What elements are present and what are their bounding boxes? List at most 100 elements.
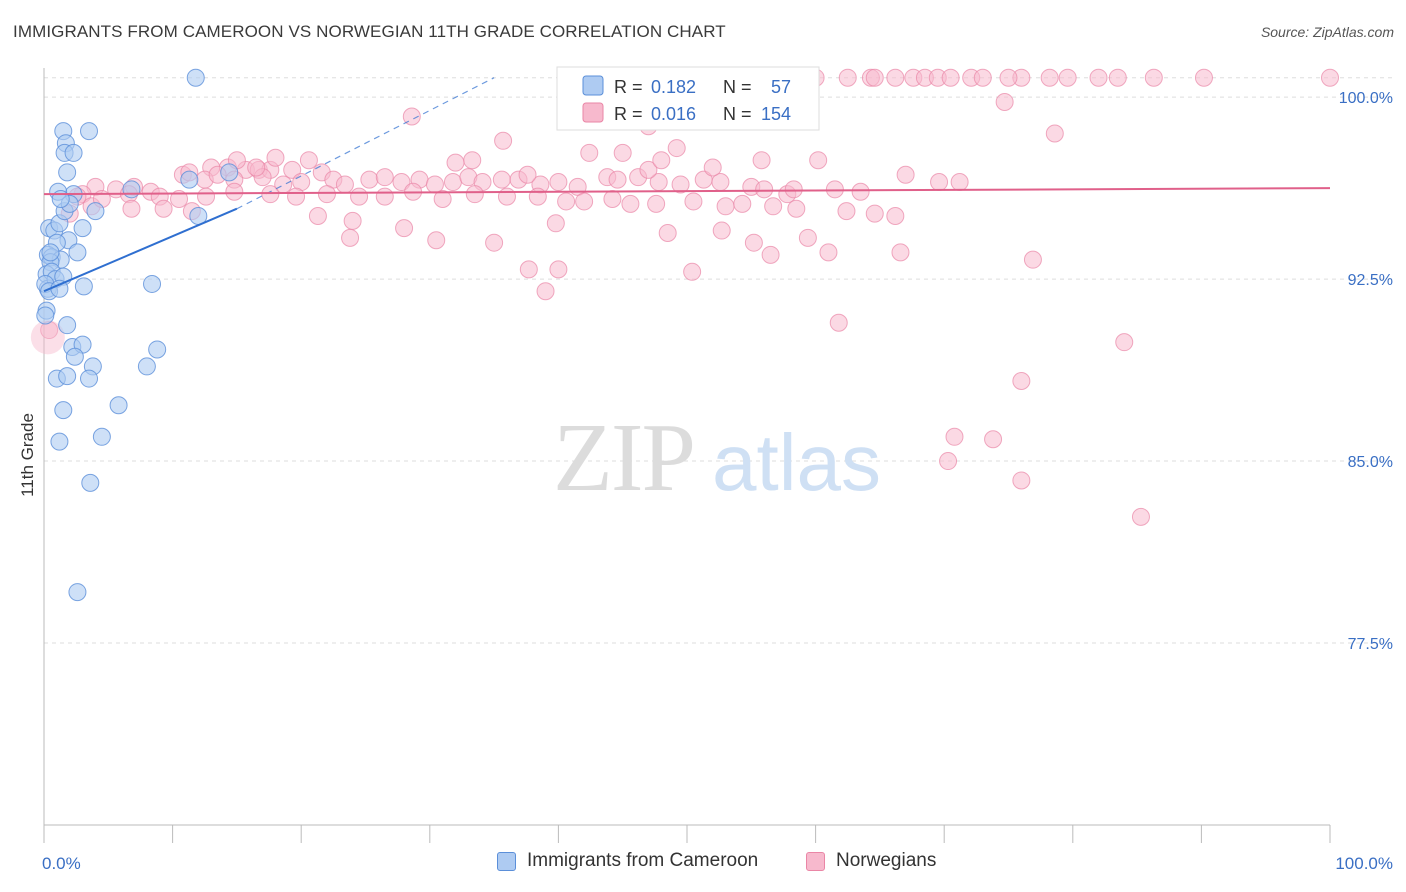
y-tick-label-3: 100.0% bbox=[1339, 90, 1393, 107]
norwegians-point bbox=[703, 158, 722, 177]
norwegians-point bbox=[443, 173, 462, 192]
norwegians-point bbox=[851, 182, 870, 201]
norwegians-point bbox=[170, 190, 189, 209]
norwegians-point bbox=[1108, 68, 1127, 87]
norwegians-point bbox=[465, 185, 484, 204]
norwegians-point bbox=[494, 131, 513, 150]
norwegians-point bbox=[427, 231, 446, 250]
legend-label-norwegians: Norwegians bbox=[836, 850, 937, 871]
norwegians-point bbox=[865, 68, 884, 87]
norwegians-point bbox=[1194, 68, 1213, 87]
cameroon-trend-line bbox=[43, 207, 238, 293]
norwegians-point bbox=[784, 180, 803, 199]
legend-swatch-blue bbox=[582, 75, 604, 96]
cameroon-point bbox=[220, 163, 239, 182]
cameroon-point bbox=[68, 583, 87, 602]
norwegians-point bbox=[1023, 250, 1042, 269]
norwegians-point bbox=[639, 160, 658, 179]
norwegians-point bbox=[621, 194, 640, 213]
x-tick-label-1: 100.0% bbox=[1335, 854, 1393, 873]
norwegians-point bbox=[497, 187, 516, 206]
norwegians-point bbox=[375, 168, 394, 187]
norwegians-point bbox=[950, 173, 969, 192]
norwegians-point bbox=[1045, 124, 1064, 143]
cameroon-point bbox=[50, 432, 69, 451]
stats-legend: R = 0.182 N = 57 R = 0.016 N = 154 bbox=[556, 66, 820, 131]
legend-swatch-norwegians bbox=[806, 851, 825, 871]
norwegians-point bbox=[335, 175, 354, 194]
cameroon-point bbox=[36, 306, 55, 325]
cameroon-point bbox=[137, 357, 156, 376]
cameroon-point bbox=[41, 243, 60, 262]
cameroon-point bbox=[58, 163, 77, 182]
norwegians-point bbox=[546, 214, 565, 233]
legend-n-label-2: N = bbox=[723, 104, 752, 124]
norwegians-point bbox=[809, 151, 828, 170]
norwegians-point bbox=[716, 197, 735, 216]
legend-n-label-1: N = bbox=[723, 77, 752, 97]
norwegians-point bbox=[519, 260, 538, 279]
y-tick-labels: 77.5% 85.0% 92.5% 100.0% bbox=[1339, 90, 1393, 653]
legend-item-norwegians: Norwegians bbox=[806, 850, 936, 872]
norwegians-point bbox=[755, 180, 774, 199]
norwegians-point bbox=[463, 151, 482, 170]
norwegians-point bbox=[308, 207, 327, 226]
cameroon-point bbox=[58, 316, 77, 335]
watermark-atlas: atlas bbox=[712, 418, 881, 507]
norwegians-point bbox=[761, 245, 780, 264]
cameroon-point bbox=[73, 219, 92, 238]
norwegians-point bbox=[752, 151, 771, 170]
cameroon-series bbox=[36, 68, 239, 602]
norwegians-point bbox=[613, 143, 632, 162]
norwegians-point bbox=[395, 219, 414, 238]
x-tick-label-0: 0.0% bbox=[42, 854, 81, 873]
watermark: ZIP atlas bbox=[553, 404, 881, 512]
legend-n-value-2: 154 bbox=[761, 104, 791, 124]
norwegians-point bbox=[865, 204, 884, 223]
y-axis-title: 11th Grade bbox=[18, 413, 37, 497]
legend-r-label-1: R = bbox=[614, 77, 643, 97]
norwegians-point bbox=[343, 211, 362, 230]
bottom-legend: Immigrants from Cameroon Norwegians bbox=[0, 850, 1406, 878]
y-tick-label-1: 85.0% bbox=[1348, 454, 1393, 471]
norwegians-point bbox=[549, 260, 568, 279]
norwegians-point bbox=[652, 151, 671, 170]
norwegians-point bbox=[575, 192, 594, 211]
norwegians-point bbox=[549, 173, 568, 192]
norwegians-point bbox=[667, 139, 686, 158]
norwegians-point bbox=[891, 243, 910, 262]
norwegians-point bbox=[886, 207, 905, 226]
cameroon-point bbox=[122, 180, 141, 199]
norwegians-point bbox=[930, 173, 949, 192]
cameroon-point bbox=[80, 122, 99, 141]
legend-r-label-2: R = bbox=[614, 104, 643, 124]
norwegians-point bbox=[392, 173, 411, 192]
cameroon-point bbox=[92, 427, 111, 446]
norwegians-point bbox=[684, 192, 703, 211]
y-tick-label-2: 92.5% bbox=[1348, 272, 1393, 289]
norwegians-point bbox=[261, 185, 280, 204]
legend-swatch-cameroon bbox=[497, 851, 516, 871]
norwegians-series bbox=[30, 68, 1339, 526]
cameroon-point bbox=[109, 396, 128, 415]
cameroon-point bbox=[74, 277, 93, 296]
trend-lines bbox=[43, 77, 1331, 293]
norwegians-point bbox=[1321, 68, 1339, 87]
norwegians-point bbox=[945, 427, 964, 446]
norwegians-point bbox=[247, 158, 266, 177]
norwegians-point bbox=[603, 190, 622, 209]
norwegians-point bbox=[360, 170, 379, 189]
norwegians-point bbox=[580, 143, 599, 162]
norwegians-point bbox=[658, 223, 677, 242]
watermark-zip: ZIP bbox=[553, 404, 694, 512]
norwegians-point bbox=[122, 199, 141, 218]
cameroon-point bbox=[58, 367, 77, 386]
norwegians-point bbox=[1144, 68, 1163, 87]
cameroon-trend-extension bbox=[236, 77, 495, 210]
norwegians-point bbox=[939, 452, 958, 471]
norwegians-point bbox=[984, 430, 1003, 449]
norwegians-point bbox=[528, 187, 547, 206]
norwegians-point bbox=[492, 170, 511, 189]
norwegians-point bbox=[999, 68, 1018, 87]
